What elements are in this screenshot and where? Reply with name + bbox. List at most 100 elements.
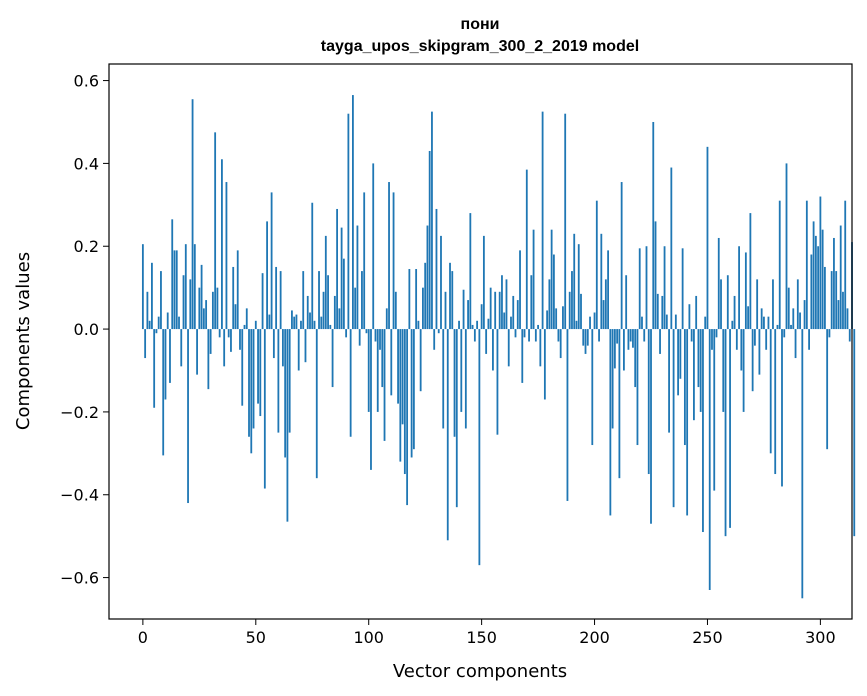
bar (281, 329, 284, 367)
bar (336, 208, 338, 330)
bar (397, 329, 399, 404)
bar (799, 312, 801, 330)
bar (345, 329, 348, 338)
bar (487, 318, 490, 330)
bar (331, 329, 334, 388)
bar (844, 200, 847, 330)
bar (144, 329, 147, 359)
bar (175, 250, 178, 330)
x-axis-label: Vector components (393, 661, 567, 682)
bar (821, 229, 824, 330)
bar (385, 308, 388, 330)
bar (433, 329, 436, 350)
bar (178, 316, 180, 330)
bar (198, 287, 201, 330)
bar (765, 329, 768, 350)
bar (243, 324, 246, 330)
bar (458, 320, 460, 330)
bar (749, 213, 752, 330)
bar (166, 312, 169, 330)
x-tick-label: 250 (692, 628, 723, 647)
bar (733, 295, 736, 330)
bar (164, 329, 167, 400)
bar (489, 287, 492, 330)
bar (690, 329, 693, 342)
y-tick-label: −0.6 (60, 569, 99, 588)
bar (546, 310, 549, 330)
bar (632, 329, 634, 348)
plot-frame (108, 63, 853, 620)
bar (153, 329, 156, 408)
bar (620, 182, 623, 330)
bar (482, 235, 485, 330)
bar (467, 300, 469, 330)
bar (270, 192, 273, 330)
bar (200, 264, 203, 330)
bar (148, 320, 151, 330)
bar (329, 324, 332, 330)
bar (781, 329, 783, 487)
bar (286, 329, 289, 522)
bar (370, 329, 372, 470)
bar (306, 295, 309, 330)
bar (623, 329, 625, 371)
bar (309, 312, 311, 330)
bar (611, 329, 614, 429)
bar (767, 316, 770, 330)
bar (367, 329, 370, 412)
bar (300, 320, 302, 330)
bar (747, 306, 750, 330)
bar (582, 329, 585, 346)
bar (790, 324, 792, 330)
bar (422, 287, 424, 330)
bar (453, 329, 456, 437)
bar (817, 246, 820, 330)
bar (277, 329, 280, 433)
bar (211, 291, 214, 330)
bar (751, 329, 754, 392)
bar (324, 235, 327, 330)
bar (401, 329, 404, 425)
bar (668, 329, 670, 433)
bar (349, 329, 352, 437)
bar (365, 329, 368, 334)
bar (272, 329, 275, 359)
bar (311, 202, 314, 330)
bar (291, 310, 293, 330)
bar (437, 329, 440, 334)
bar (379, 329, 381, 350)
bar (568, 291, 571, 330)
bar (824, 266, 826, 330)
bar (381, 329, 384, 388)
bar (625, 275, 628, 330)
bar (250, 329, 253, 454)
bar (157, 316, 160, 330)
bar (541, 111, 544, 330)
x-tick-label: 300 (805, 628, 836, 647)
bar (543, 329, 546, 400)
bar (521, 329, 524, 383)
x-tick-label: 50 (246, 628, 266, 647)
bar (812, 221, 815, 330)
bar (408, 269, 411, 330)
bar (155, 329, 158, 334)
bar (451, 271, 454, 330)
bar (688, 304, 691, 330)
bar (318, 271, 320, 330)
bar (230, 329, 232, 352)
bar (173, 250, 176, 330)
bar (616, 329, 619, 344)
bar (726, 275, 729, 330)
bar (598, 329, 600, 342)
bar (618, 329, 621, 479)
bar (295, 314, 298, 330)
bar (738, 246, 740, 330)
bar (347, 113, 350, 330)
bar (720, 279, 722, 330)
bar (627, 329, 630, 350)
bar (731, 320, 734, 330)
bar (833, 237, 835, 330)
bar (141, 244, 144, 330)
bar (302, 271, 305, 330)
bar (304, 329, 307, 363)
